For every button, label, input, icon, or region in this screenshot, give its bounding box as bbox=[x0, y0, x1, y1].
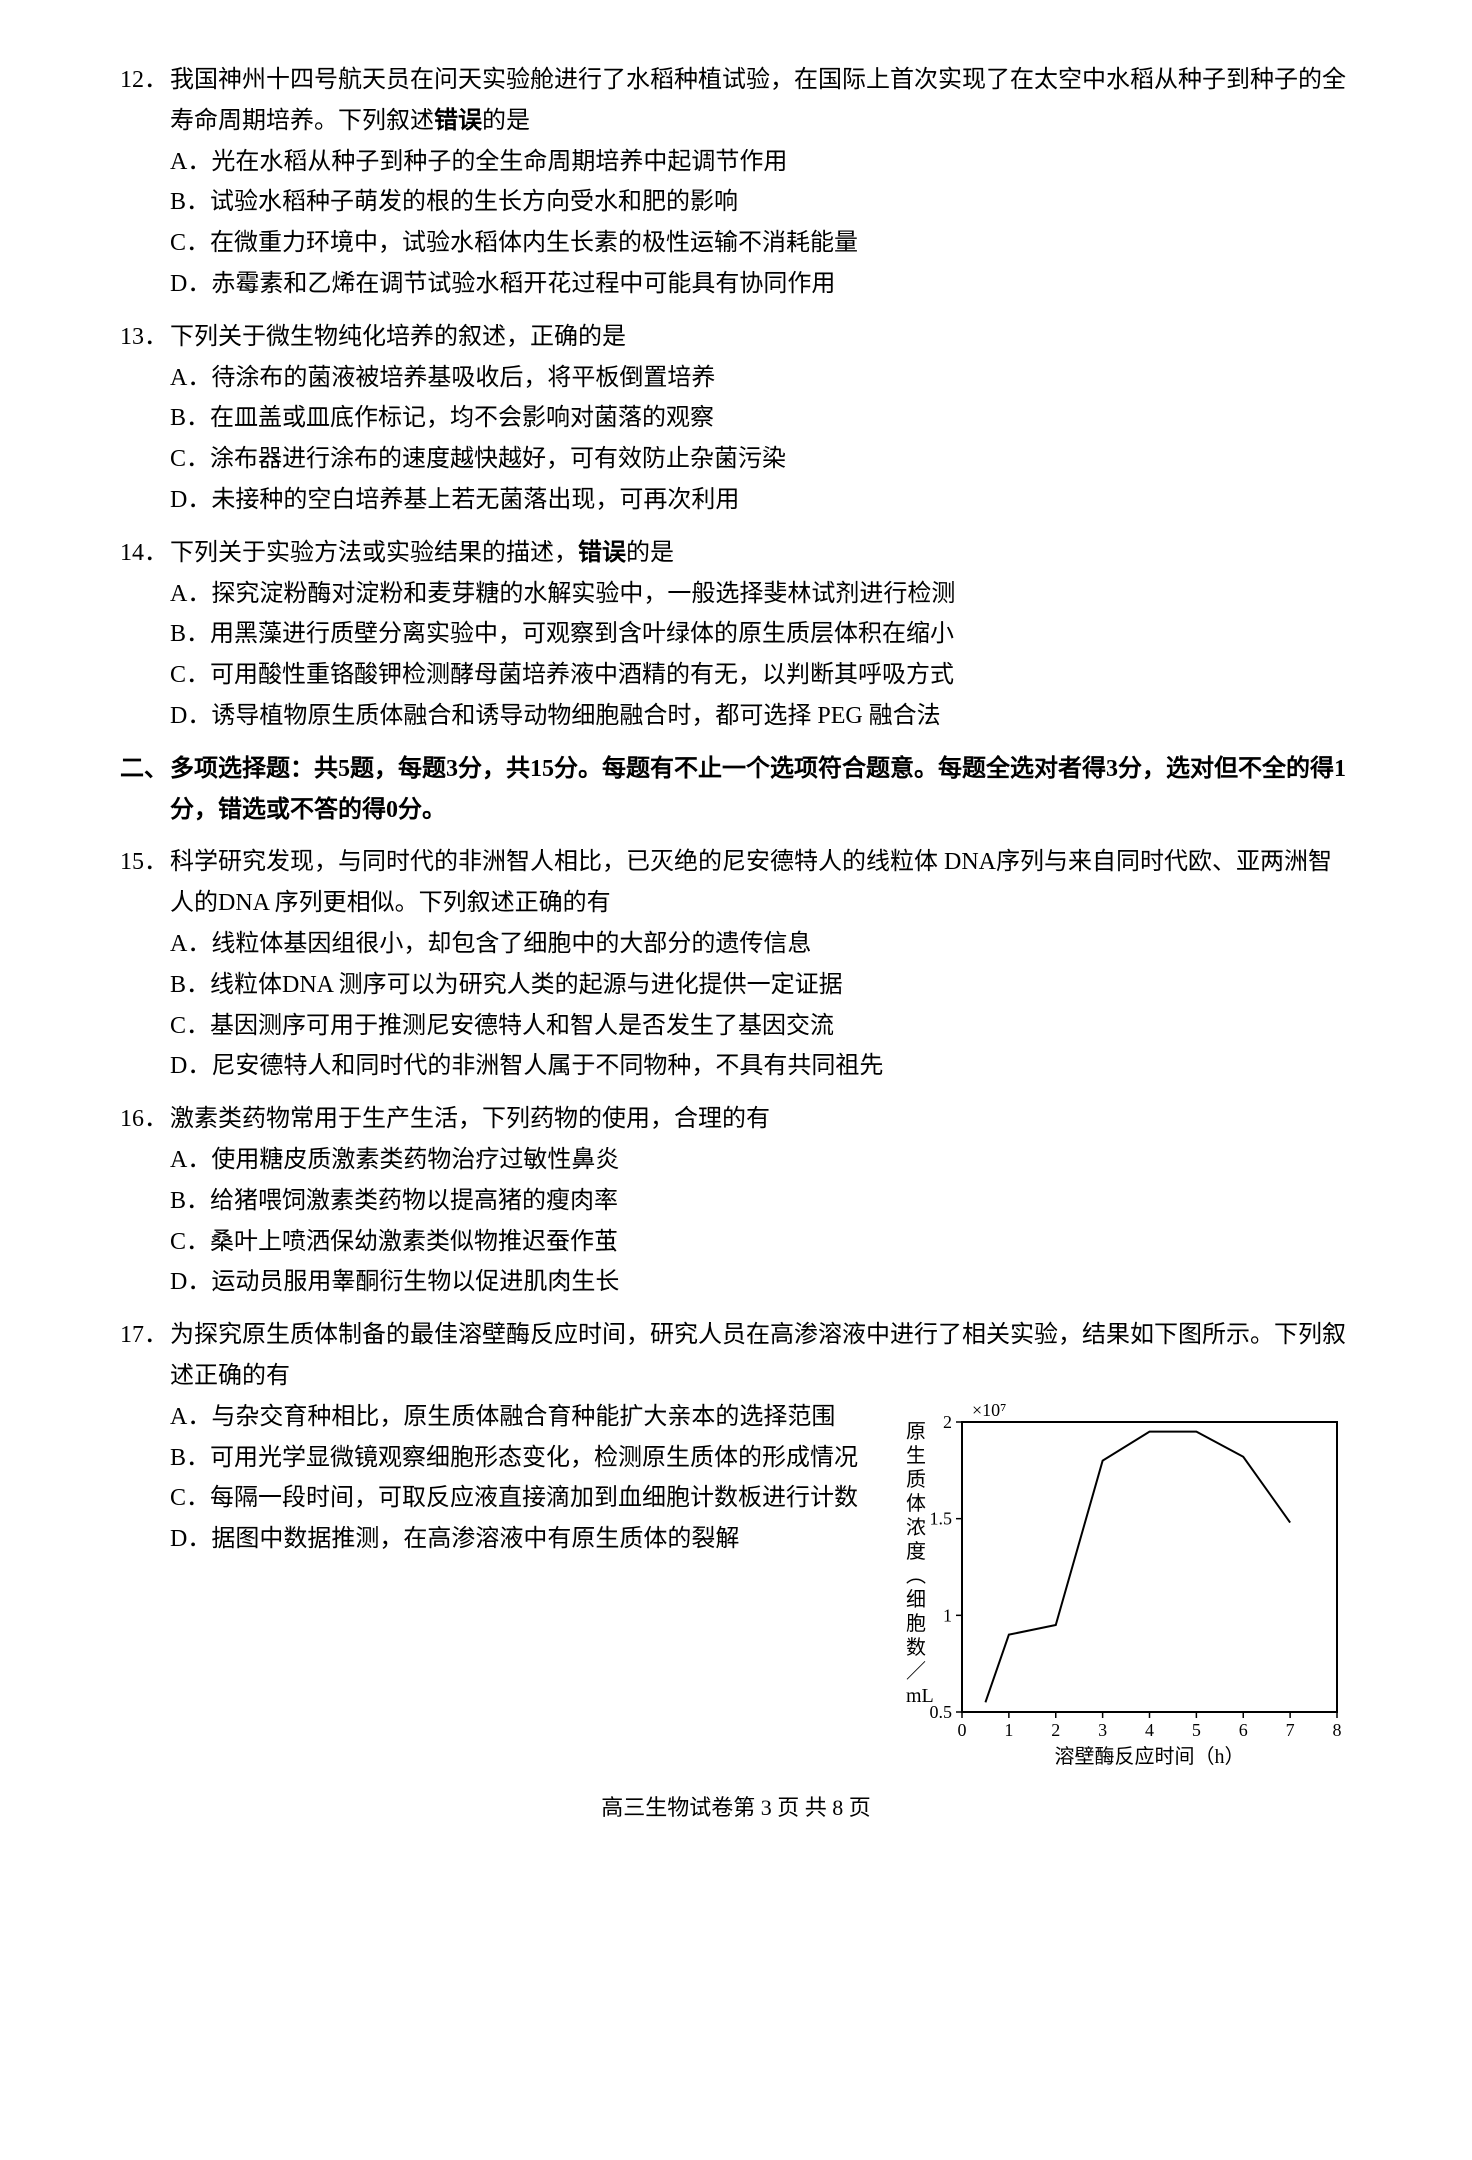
option-c: C．每隔一段时间，可取反应液直接滴加到血细胞计数板进行计数 bbox=[170, 1478, 882, 1519]
svg-text:7: 7 bbox=[1286, 1720, 1295, 1740]
question-number: 12． bbox=[120, 60, 170, 142]
question-stem: 16． 激素类药物常用于生产生活，下列药物的使用，合理的有 bbox=[120, 1099, 1352, 1140]
section-text: 多项选择题：共5题，每题3分，共15分。每题有不止一个选项符合题意。每题全选对者… bbox=[170, 749, 1352, 831]
option-b: B．线粒体DNA 测序可以为研究人类的起源与进化提供一定证据 bbox=[170, 965, 1352, 1006]
svg-text:0: 0 bbox=[958, 1720, 967, 1740]
question-15: 15． 科学研究发现，与同时代的非洲智人相比，已灭绝的尼安德特人的线粒体 DNA… bbox=[120, 842, 1352, 1087]
question-number: 16． bbox=[120, 1099, 170, 1140]
option-a: A．与杂交育种相比，原生质体融合育种能扩大亲本的选择范围 bbox=[170, 1397, 882, 1438]
question-17: 17． 为探究原生质体制备的最佳溶壁酶反应时间，研究人员在高渗溶液中进行了相关实… bbox=[120, 1315, 1352, 1777]
svg-text:8: 8 bbox=[1333, 1720, 1342, 1740]
question-text: 为探究原生质体制备的最佳溶壁酶反应时间，研究人员在高渗溶液中进行了相关实验，结果… bbox=[170, 1315, 1352, 1397]
question-text: 下列关于实验方法或实验结果的描述，错误的是 bbox=[170, 533, 1352, 574]
svg-text:度: 度 bbox=[906, 1540, 926, 1563]
svg-text:溶壁酶反应时间（h）: 溶壁酶反应时间（h） bbox=[1055, 1745, 1245, 1768]
svg-text:／: ／ bbox=[906, 1661, 926, 1683]
svg-text:×10⁷: ×10⁷ bbox=[972, 1400, 1006, 1420]
question-14: 14． 下列关于实验方法或实验结果的描述，错误的是 A．探究淀粉酶对淀粉和麦芽糖… bbox=[120, 533, 1352, 737]
option-c: C．桑叶上喷洒保幼激素类似物推迟蚕作茧 bbox=[170, 1222, 1352, 1263]
svg-text:1: 1 bbox=[1004, 1720, 1013, 1740]
question-text: 下列关于微生物纯化培养的叙述，正确的是 bbox=[170, 317, 1352, 358]
options-list: A．与杂交育种相比，原生质体融合育种能扩大亲本的选择范围 B．可用光学显微镜观察… bbox=[170, 1397, 892, 1777]
question-stem: 14． 下列关于实验方法或实验结果的描述，错误的是 bbox=[120, 533, 1352, 574]
svg-text:体: 体 bbox=[906, 1492, 926, 1515]
svg-text:︵: ︵ bbox=[906, 1565, 926, 1587]
option-c: C．基因测序可用于推测尼安德特人和智人是否发生了基因交流 bbox=[170, 1006, 1352, 1047]
svg-text:1.5: 1.5 bbox=[930, 1508, 953, 1528]
option-a: A．线粒体基因组很小，却包含了细胞中的大部分的遗传信息 bbox=[170, 924, 1352, 965]
option-d: D．尼安德特人和同时代的非洲智人属于不同物种，不具有共同祖先 bbox=[170, 1046, 1352, 1087]
svg-text:6: 6 bbox=[1239, 1720, 1248, 1740]
svg-text:胞: 胞 bbox=[906, 1612, 926, 1635]
svg-text:3: 3 bbox=[1098, 1720, 1107, 1740]
section-2-header: 二、 多项选择题：共5题，每题3分，共15分。每题有不止一个选项符合题意。每题全… bbox=[120, 749, 1352, 831]
svg-text:2: 2 bbox=[943, 1412, 952, 1432]
option-b: B．在皿盖或皿底作标记，均不会影响对菌落的观察 bbox=[170, 398, 1352, 439]
question-number: 15． bbox=[120, 842, 170, 924]
options-list: A．光在水稻从种子到种子的全生命周期培养中起调节作用 B．试验水稻种子萌发的根的… bbox=[120, 142, 1352, 305]
question-12: 12． 我国神州十四号航天员在问天实验舱进行了水稻种植试验，在国际上首次实现了在… bbox=[120, 60, 1352, 305]
options-list: A．线粒体基因组很小，却包含了细胞中的大部分的遗传信息 B．线粒体DNA 测序可… bbox=[120, 924, 1352, 1087]
option-c: C．在微重力环境中，试验水稻体内生长素的极性运输不消耗能量 bbox=[170, 223, 1352, 264]
question-number: 13． bbox=[120, 317, 170, 358]
svg-text:细: 细 bbox=[906, 1588, 926, 1611]
svg-text:原: 原 bbox=[906, 1421, 926, 1443]
page-footer: 高三生物试卷第 3 页 共 8 页 bbox=[120, 1789, 1352, 1826]
question-text: 激素类药物常用于生产生活，下列药物的使用，合理的有 bbox=[170, 1099, 1352, 1140]
svg-text:质: 质 bbox=[906, 1468, 926, 1491]
option-b: B．给猪喂饲激素类药物以提高猪的瘦肉率 bbox=[170, 1181, 1352, 1222]
option-a: A．使用糖皮质激素类药物治疗过敏性鼻炎 bbox=[170, 1140, 1352, 1181]
option-c: C．涂布器进行涂布的速度越快越好，可有效防止杂菌污染 bbox=[170, 439, 1352, 480]
option-d: D．未接种的空白培养基上若无菌落出现，可再次利用 bbox=[170, 480, 1352, 521]
svg-text:4: 4 bbox=[1145, 1720, 1154, 1740]
section-label: 二、 bbox=[120, 749, 170, 831]
question-stem: 17． 为探究原生质体制备的最佳溶壁酶反应时间，研究人员在高渗溶液中进行了相关实… bbox=[120, 1315, 1352, 1397]
option-b: B．用黑藻进行质壁分离实验中，可观察到含叶绿体的原生质层体积在缩小 bbox=[170, 614, 1352, 655]
question-number: 14． bbox=[120, 533, 170, 574]
question-stem: 13． 下列关于微生物纯化培养的叙述，正确的是 bbox=[120, 317, 1352, 358]
svg-text:数: 数 bbox=[906, 1636, 926, 1659]
question-text: 我国神州十四号航天员在问天实验舱进行了水稻种植试验，在国际上首次实现了在太空中水… bbox=[170, 60, 1352, 142]
question-text: 科学研究发现，与同时代的非洲智人相比，已灭绝的尼安德特人的线粒体 DNA序列与来… bbox=[170, 842, 1352, 924]
option-d: D．运动员服用睾酮衍生物以促进肌肉生长 bbox=[170, 1262, 1352, 1303]
svg-text:5: 5 bbox=[1192, 1720, 1201, 1740]
option-a: A．光在水稻从种子到种子的全生命周期培养中起调节作用 bbox=[170, 142, 1352, 183]
option-d: D．据图中数据推测，在高渗溶液中有原生质体的裂解 bbox=[170, 1519, 882, 1560]
question-number: 17． bbox=[120, 1315, 170, 1397]
option-b: B．可用光学显微镜观察细胞形态变化，检测原生质体的形成情况 bbox=[170, 1438, 882, 1479]
question-13: 13． 下列关于微生物纯化培养的叙述，正确的是 A．待涂布的菌液被培养基吸收后，… bbox=[120, 317, 1352, 521]
svg-text:mL: mL bbox=[906, 1685, 934, 1707]
options-list: A．待涂布的菌液被培养基吸收后，将平板倒置培养 B．在皿盖或皿底作标记，均不会影… bbox=[120, 358, 1352, 521]
options-list: A．探究淀粉酶对淀粉和麦芽糖的水解实验中，一般选择斐林试剂进行检测 B．用黑藻进… bbox=[120, 574, 1352, 737]
option-b: B．试验水稻种子萌发的根的生长方向受水和肥的影响 bbox=[170, 182, 1352, 223]
svg-text:生: 生 bbox=[906, 1444, 926, 1467]
chart-svg: 0123456780.511.52×10⁷原生质体浓度︵细胞数／mL溶壁酶反应时… bbox=[892, 1397, 1352, 1777]
option-c: C．可用酸性重铬酸钾检测酵母菌培养液中酒精的有无，以判断其呼吸方式 bbox=[170, 655, 1352, 696]
line-chart: 0123456780.511.52×10⁷原生质体浓度︵细胞数／mL溶壁酶反应时… bbox=[892, 1397, 1352, 1777]
option-a: A．探究淀粉酶对淀粉和麦芽糖的水解实验中，一般选择斐林试剂进行检测 bbox=[170, 574, 1352, 615]
svg-text:1: 1 bbox=[943, 1605, 952, 1625]
question-16: 16． 激素类药物常用于生产生活，下列药物的使用，合理的有 A．使用糖皮质激素类… bbox=[120, 1099, 1352, 1303]
options-list: A．使用糖皮质激素类药物治疗过敏性鼻炎 B．给猪喂饲激素类药物以提高猪的瘦肉率 … bbox=[120, 1140, 1352, 1303]
svg-text:浓: 浓 bbox=[906, 1516, 926, 1539]
option-d: D．诱导植物原生质体融合和诱导动物细胞融合时，都可选择 PEG 融合法 bbox=[170, 696, 1352, 737]
question-stem: 15． 科学研究发现，与同时代的非洲智人相比，已灭绝的尼安德特人的线粒体 DNA… bbox=[120, 842, 1352, 924]
question-stem: 12． 我国神州十四号航天员在问天实验舱进行了水稻种植试验，在国际上首次实现了在… bbox=[120, 60, 1352, 142]
q17-layout: A．与杂交育种相比，原生质体融合育种能扩大亲本的选择范围 B．可用光学显微镜观察… bbox=[120, 1397, 1352, 1777]
option-d: D．赤霉素和乙烯在调节试验水稻开花过程中可能具有协同作用 bbox=[170, 264, 1352, 305]
option-a: A．待涂布的菌液被培养基吸收后，将平板倒置培养 bbox=[170, 358, 1352, 399]
svg-text:2: 2 bbox=[1051, 1720, 1060, 1740]
